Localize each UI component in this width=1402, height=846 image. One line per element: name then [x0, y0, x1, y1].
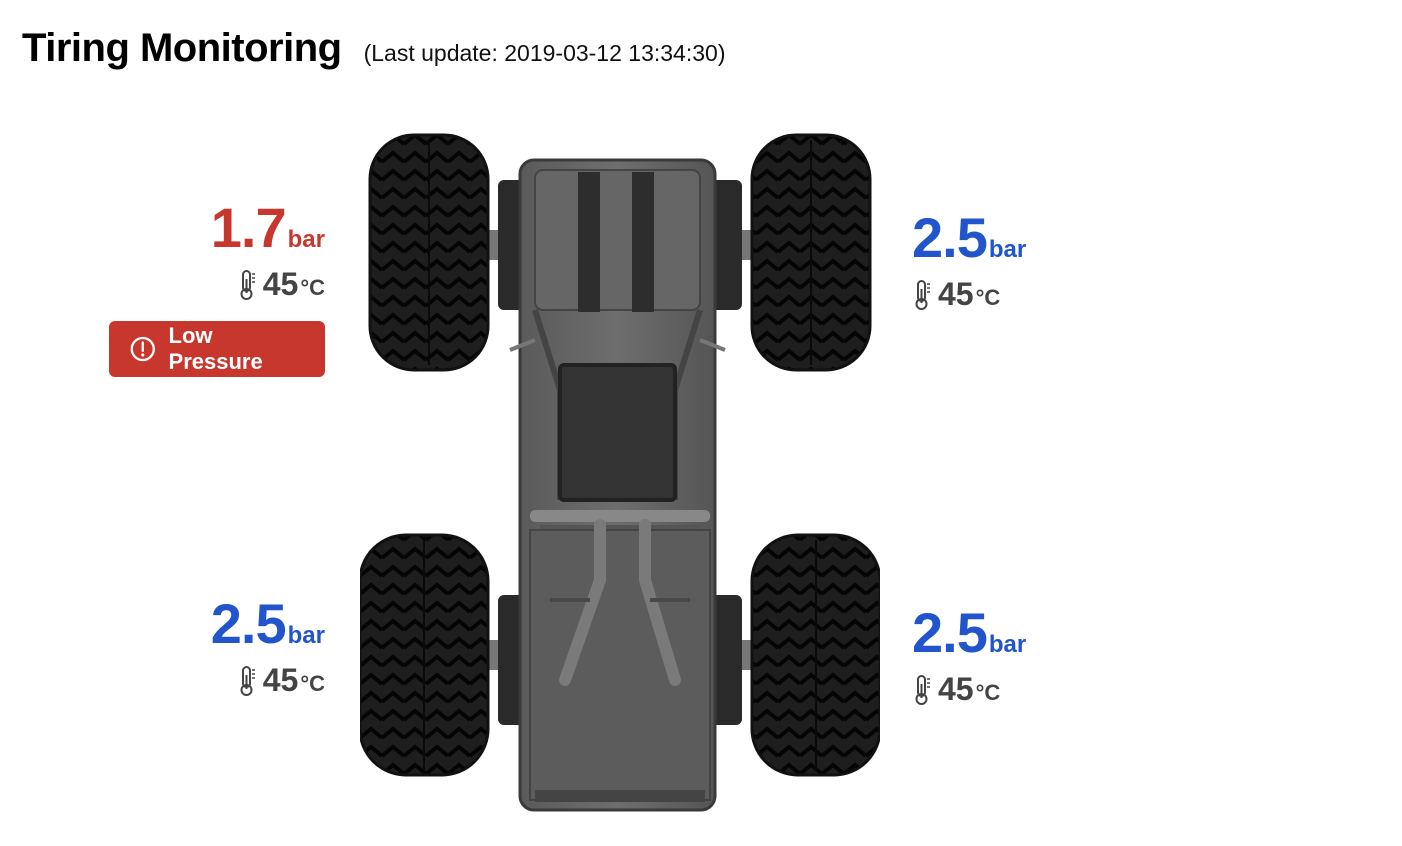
low-pressure-alert-button[interactable]: Low Pressure	[109, 321, 325, 377]
vehicle-top-view-icon	[358, 130, 882, 820]
thermometer-icon	[915, 279, 930, 310]
pressure-unit: bar	[988, 236, 1027, 263]
last-update-text: (Last update: 2019-03-12 13:34:30)	[363, 40, 726, 66]
alert-label: Low Pressure	[168, 323, 263, 374]
tire-rear-left: 2.5 bar 45 °C	[211, 596, 325, 699]
thermometer-icon	[240, 269, 255, 300]
page-header: Tiring Monitoring (Last update: 2019-03-…	[22, 26, 725, 71]
pressure-value: 2.5	[210, 592, 287, 655]
tire-rear-right: 2.5 bar 45 °C	[912, 605, 1026, 708]
pressure-reading: 2.5 bar	[912, 210, 1026, 266]
pressure-reading: 2.5 bar	[912, 605, 1026, 661]
pressure-reading: 2.5 bar	[211, 596, 325, 652]
thermometer-icon	[240, 665, 255, 696]
page-title: Tiring Monitoring	[22, 26, 342, 70]
tire-front-right: 2.5 bar 45 °C	[912, 210, 1026, 313]
temperature-reading: 45 °C	[912, 276, 1000, 313]
tire-front-left: 1.7 bar 45 °C Low Pressure	[109, 200, 325, 377]
temperature-reading: 45 °C	[237, 266, 325, 303]
temperature-reading: 45 °C	[912, 671, 1000, 708]
temperature-value: 45	[938, 671, 974, 707]
temperature-unit: °C	[300, 275, 325, 300]
pressure-unit: bar	[287, 226, 325, 253]
exclamation-circle-icon	[130, 336, 155, 362]
temperature-unit: °C	[300, 671, 325, 696]
pressure-value: 1.7	[210, 196, 287, 259]
pressure-reading: 1.7 bar	[211, 200, 325, 256]
temperature-unit: °C	[975, 285, 1001, 310]
pressure-unit: bar	[988, 631, 1027, 658]
pressure-value: 2.5	[912, 601, 988, 664]
temperature-value: 45	[262, 662, 299, 698]
temperature-value: 45	[938, 276, 974, 312]
thermometer-icon	[915, 674, 930, 705]
temperature-unit: °C	[975, 680, 1001, 705]
temperature-value: 45	[262, 266, 299, 302]
pressure-unit: bar	[287, 622, 325, 649]
pressure-value: 2.5	[912, 206, 988, 269]
temperature-reading: 45 °C	[237, 662, 325, 699]
